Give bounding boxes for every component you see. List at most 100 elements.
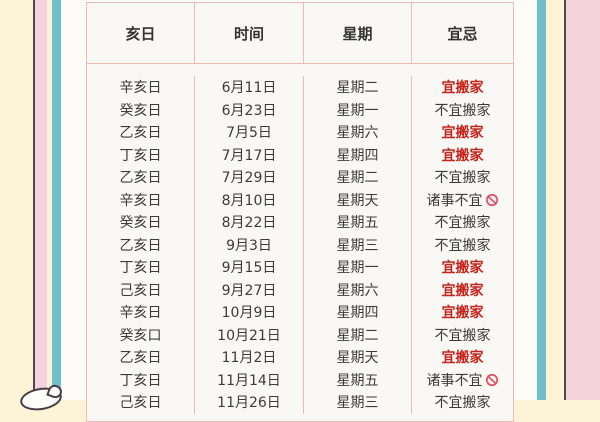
verdict-label: 不宜搬家 xyxy=(434,327,491,344)
right-pink-stripe xyxy=(566,0,600,400)
header-time: 时间 xyxy=(195,3,304,63)
weekday-cell: 星期三 xyxy=(304,233,412,256)
verdict-label: 不宜搬家 xyxy=(434,102,491,119)
verdict-label: 宜搬家 xyxy=(441,80,484,97)
weekday-cell: 星期一 xyxy=(304,98,412,121)
hai-day-cell: 辛亥日 xyxy=(87,301,195,324)
table-row: 丁亥日 9月15日 星期一 宜搬家 xyxy=(87,256,513,279)
verdict-cell: 不宜搬家 xyxy=(412,391,513,414)
verdict-cell: 宜搬家 xyxy=(412,144,513,167)
weekday-cell: 星期天 xyxy=(304,188,412,211)
table-row: 己亥日 9月27日 星期六 宜搬家 xyxy=(87,278,513,302)
verdict-cell: 不宜搬家 xyxy=(412,211,513,234)
left-cream-stripe xyxy=(47,0,52,400)
hai-day-cell: 己亥日 xyxy=(87,391,195,414)
table-row: 癸亥日 6月23日 星期一 不宜搬家 xyxy=(87,98,513,122)
hai-day-cell: 辛亥日 xyxy=(87,188,195,211)
verdict-label: 宜搬家 xyxy=(441,305,484,322)
hai-day-cell: 癸亥日 xyxy=(87,98,195,121)
verdict-label: 不宜搬家 xyxy=(434,215,491,232)
verdict-label: 不宜搬家 xyxy=(434,237,491,254)
table-row: 癸亥日 8月22日 星期五 不宜搬家 xyxy=(87,211,513,234)
weekday-cell: 星期五 xyxy=(304,211,412,234)
header-suitability: 宜忌 xyxy=(447,24,478,43)
verdict-cell: 不宜搬家 xyxy=(412,99,513,122)
weekday-cell: 星期二 xyxy=(304,323,412,346)
weekday-cell: 星期六 xyxy=(304,278,412,301)
header-weekday: 星期 xyxy=(304,3,412,63)
left-dark-line xyxy=(33,0,35,400)
weekday-cell: 星期一 xyxy=(304,256,412,279)
verdict-cell: 诸事不宜 xyxy=(412,189,513,212)
verdict-cell: 不宜搬家 xyxy=(412,324,513,347)
hai-day-cell: 丁亥日 xyxy=(87,256,195,279)
verdict-cell: 不宜搬家 xyxy=(412,234,513,257)
date-cell: 8月10日 xyxy=(195,188,304,211)
table-row: 辛亥日 10月9日 星期四 宜搬家 xyxy=(87,301,513,324)
verdict-cell: 诸事不宜 xyxy=(412,369,513,392)
table-row: 癸亥口 10月21日 星期二 不宜搬家 xyxy=(87,323,513,347)
date-cell: 9月15日 xyxy=(195,256,304,279)
hai-day-cell: 乙亥日 xyxy=(87,121,195,144)
table-row: 辛亥日 6月11日 星期二 宜搬家 xyxy=(87,76,513,99)
verdict-label: 宜搬家 xyxy=(441,260,484,277)
hai-day-cell: 辛亥日 xyxy=(87,76,195,99)
hai-day-cell: 丁亥日 xyxy=(87,143,195,166)
hai-day-cell: 癸亥日 xyxy=(87,211,195,234)
verdict-cell: 宜搬家 xyxy=(412,346,513,369)
verdict-cell: 宜搬家 xyxy=(412,279,513,302)
header-hai-day: 亥日 xyxy=(87,3,195,63)
verdict-label: 不宜搬家 xyxy=(434,170,491,187)
table-header-row: 亥日 时间 星期 宜忌 xyxy=(87,3,513,64)
date-cell: 11月26日 xyxy=(195,391,304,414)
weekday-cell: 星期六 xyxy=(304,121,412,144)
date-cell: 6月23日 xyxy=(195,98,304,121)
verdict-cell: 宜搬家 xyxy=(412,301,513,324)
table-row: 丁亥日 7月17日 星期四 宜搬家 xyxy=(87,143,513,167)
right-dark-line xyxy=(564,0,566,400)
verdict-label: 宜搬家 xyxy=(441,125,484,142)
weekday-cell: 星期天 xyxy=(304,346,412,369)
hai-day-cell: 癸亥口 xyxy=(87,323,195,346)
date-cell: 11月2日 xyxy=(195,346,304,369)
date-cell: 10月9日 xyxy=(195,301,304,324)
verdict-label: 诸事不宜 xyxy=(426,192,483,209)
verdict-label: 宜搬家 xyxy=(441,147,484,164)
date-cell: 9月3日 xyxy=(195,233,304,256)
table-row: 乙亥日 11月2日 星期天 宜搬家 xyxy=(87,346,513,369)
date-cell: 10月21日 xyxy=(195,323,304,346)
weekday-cell: 星期四 xyxy=(304,301,412,324)
verdict-label: 不宜搬家 xyxy=(434,395,491,412)
weekday-cell: 星期五 xyxy=(304,368,412,391)
date-cell: 8月22日 xyxy=(195,211,304,234)
date-cell: 6月11日 xyxy=(195,76,304,99)
table-row: 辛亥日 8月10日 星期天 诸事不宜 xyxy=(87,188,513,212)
prohibition-icon xyxy=(485,193,499,207)
date-cell: 7月17日 xyxy=(195,143,304,166)
table-row: 丁亥日 11月14日 星期五 诸事不宜 xyxy=(87,368,513,392)
weekday-cell: 星期三 xyxy=(304,391,412,414)
hai-day-cell: 乙亥日 xyxy=(87,346,195,369)
weekday-cell: 星期二 xyxy=(304,166,412,189)
hai-day-cell: 丁亥日 xyxy=(87,368,195,391)
table-body: 辛亥日 6月11日 星期二 宜搬家 癸亥日 6月23日 星期一 不宜搬家 乙亥日… xyxy=(87,64,513,414)
table-row: 乙亥日 7月5日 星期六 宜搬家 xyxy=(87,121,513,144)
verdict-label: 宜搬家 xyxy=(441,282,484,299)
table-row: 乙亥日 7月29日 星期二 不宜搬家 xyxy=(87,166,513,189)
hai-day-cell: 乙亥日 xyxy=(87,166,195,189)
table-row: 己亥日 11月26日 星期三 不宜搬家 xyxy=(87,391,513,414)
date-cell: 7月5日 xyxy=(195,121,304,144)
date-cell: 9月27日 xyxy=(195,278,304,301)
weekday-cell: 星期四 xyxy=(304,143,412,166)
verdict-label: 宜搬家 xyxy=(441,350,484,367)
right-cream-stripe xyxy=(546,0,564,400)
hai-day-cell: 己亥日 xyxy=(87,278,195,301)
verdict-label: 诸事不宜 xyxy=(426,372,483,389)
left-teal-stripe xyxy=(52,0,61,400)
verdict-cell: 宜搬家 xyxy=(412,76,513,99)
verdict-cell: 不宜搬家 xyxy=(412,166,513,189)
calendar-table: 亥日 时间 星期 宜忌 辛亥日 6月11日 星期二 宜搬家 癸亥日 6月23日 … xyxy=(86,2,514,422)
prohibition-icon xyxy=(485,373,499,387)
table-row: 乙亥日 9月3日 星期三 不宜搬家 xyxy=(87,233,513,257)
left-pink-stripe xyxy=(35,0,47,400)
